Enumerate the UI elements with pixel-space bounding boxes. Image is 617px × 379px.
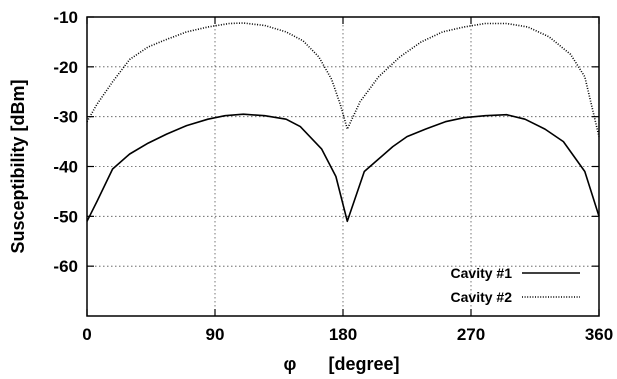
y-axis-label: Susceptibility [dBm] <box>8 79 28 253</box>
y-tick-label-5: -10 <box>53 8 78 27</box>
series-line-1 <box>86 113 600 223</box>
y-tick-label-0: -60 <box>53 257 78 276</box>
x-axis-ticks: 0 90 180 270 360 <box>82 17 613 344</box>
x-tick-label-0: 0 <box>82 325 91 344</box>
y-tick-label-3: -30 <box>53 108 78 127</box>
x-tick-label-3: 270 <box>457 325 485 344</box>
y-axis-ticks: -60 -50 -40 -30 -20 -10 <box>53 8 599 276</box>
legend-label-2: Cavity #2 <box>451 289 513 305</box>
x-axis-label-unit: [degree] <box>328 354 399 374</box>
y-tick-label-1: -50 <box>53 207 78 226</box>
series-layer <box>86 22 600 223</box>
x-tick-label-1: 90 <box>206 325 225 344</box>
x-axis-label-symbol: φ <box>284 354 297 374</box>
grid <box>87 17 599 316</box>
legend-label-1: Cavity #1 <box>451 265 513 281</box>
y-tick-label-4: -20 <box>53 58 78 77</box>
x-tick-label-2: 180 <box>329 325 357 344</box>
legend: Cavity #1 Cavity #2 <box>451 265 580 305</box>
series-line-2 <box>86 22 600 137</box>
y-tick-label-2: -40 <box>53 158 78 177</box>
x-tick-label-4: 360 <box>585 325 613 344</box>
